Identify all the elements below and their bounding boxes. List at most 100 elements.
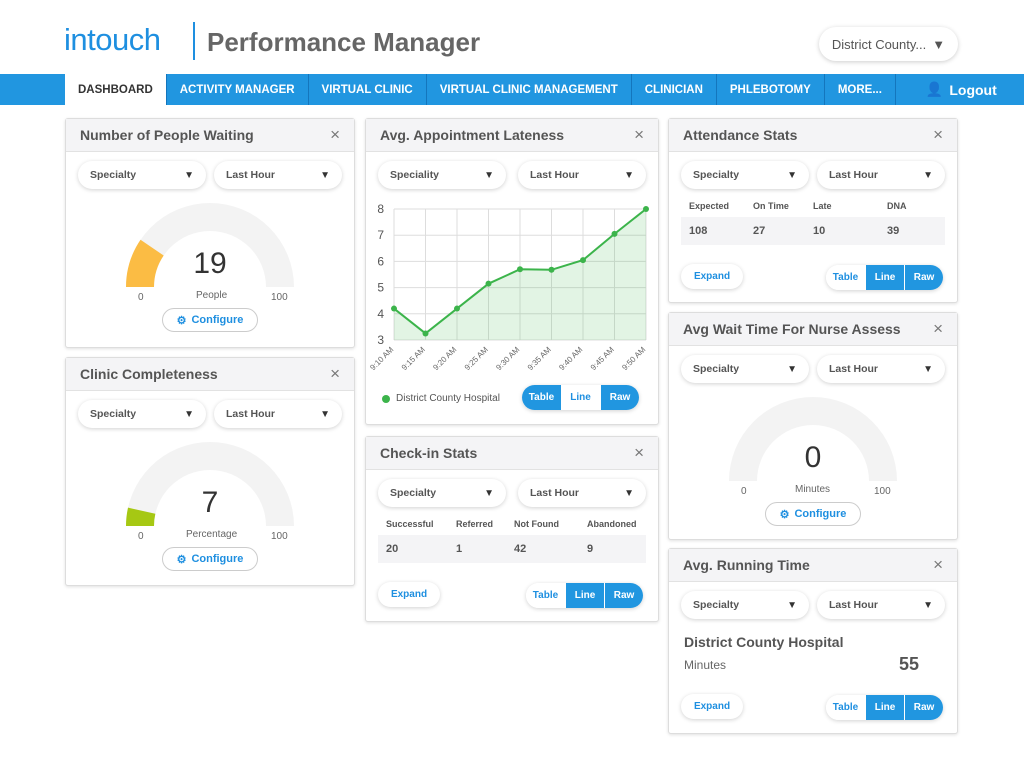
time-range-dropdown[interactable]: Last Hour ▼ (817, 591, 945, 619)
gear-icon: ⚙ (176, 553, 187, 566)
logout-label: Logout (949, 81, 997, 98)
specialty-dropdown[interactable]: Specialty ▼ (681, 591, 809, 619)
specialty-dropdown[interactable]: Specialty ▼ (681, 355, 809, 383)
time-range-dropdown[interactable]: Last Hour ▼ (518, 479, 646, 507)
x-tick-label: 9:50 AM (620, 345, 647, 372)
specialty-dropdown[interactable]: Specialty ▼ (378, 479, 506, 507)
dropdown-value: Specialty (90, 169, 137, 181)
caret-down-icon: ▼ (787, 599, 797, 611)
raw-toggle[interactable]: Raw (600, 385, 639, 410)
y-tick-label: 3 (377, 333, 384, 347)
close-icon[interactable]: × (933, 555, 943, 574)
time-range-dropdown[interactable]: Last Hour ▼ (817, 161, 945, 189)
dropdown-value: Specialty (693, 363, 740, 375)
tab-dashboard[interactable]: DASHBOARD (65, 74, 167, 105)
expand-button[interactable]: Expand (378, 582, 440, 607)
column-header: Abandoned (587, 519, 637, 529)
tab-virtual-clinic[interactable]: VIRTUAL CLINIC (309, 74, 427, 105)
close-icon[interactable]: × (933, 319, 943, 338)
close-icon[interactable]: × (330, 364, 340, 383)
tab-activity-manager[interactable]: ACTIVITY MANAGER (167, 74, 309, 105)
line-toggle[interactable]: Line (865, 695, 904, 720)
specialty-dropdown[interactable]: Speciality ▼ (378, 161, 506, 189)
raw-toggle[interactable]: Raw (604, 583, 643, 608)
gauge-track (729, 397, 897, 481)
caret-down-icon: ▼ (320, 408, 330, 420)
y-tick-label: 8 (377, 202, 384, 216)
gauge-value: 0 (804, 441, 822, 474)
attendance-stats-card: Attendance Stats × Specialty ▼ Last Hour ▼ E… (668, 118, 958, 303)
configure-button[interactable]: ⚙ Configure (162, 308, 258, 332)
configure-label: Configure (191, 314, 244, 326)
time-range-dropdown[interactable]: Last Hour ▼ (214, 400, 342, 428)
x-tick-label: 9:35 AM (526, 345, 553, 372)
specialty-dropdown[interactable]: Specialty ▼ (78, 400, 206, 428)
table-cell: 1 (456, 543, 463, 555)
configure-button[interactable]: ⚙ Configure (765, 502, 861, 526)
view-toggle: Table Line Raw (826, 265, 943, 290)
tab-virtual-clinic-management[interactable]: VIRTUAL CLINIC MANAGEMENT (427, 74, 632, 105)
line-toggle[interactable]: Line (865, 265, 904, 290)
caret-down-icon: ▼ (320, 169, 330, 181)
caret-down-icon: ▼ (923, 599, 933, 611)
dropdown-value: Last Hour (829, 363, 879, 375)
close-icon[interactable]: × (330, 125, 340, 144)
data-point (485, 280, 492, 287)
district-value: District County... (831, 36, 927, 52)
caret-down-icon: ▼ (484, 487, 494, 499)
specialty-dropdown[interactable]: Specialty ▼ (681, 161, 809, 189)
line-toggle[interactable]: Line (565, 583, 604, 608)
table-toggle[interactable]: Table (826, 265, 865, 290)
line-toggle[interactable]: Line (561, 385, 600, 410)
y-tick-label: 6 (377, 254, 384, 268)
gauge-value: 7 (201, 486, 219, 519)
gauge-min: 0 (138, 292, 144, 303)
card-title: Attendance Stats (683, 127, 798, 143)
caret-down-icon: ▼ (624, 169, 634, 181)
caret-down-icon: ▼ (184, 408, 194, 420)
time-range-dropdown[interactable]: Last Hour ▼ (214, 161, 342, 189)
card-title: Check-in Stats (380, 445, 478, 461)
close-icon[interactable]: × (634, 125, 644, 144)
column-header: Expected (689, 201, 730, 211)
caret-down-icon: ▼ (923, 363, 933, 375)
time-range-dropdown[interactable]: Last Hour ▼ (518, 161, 646, 189)
x-tick-label: 9:20 AM (431, 345, 458, 372)
expand-button[interactable]: Expand (681, 694, 743, 719)
column-header: DNA (887, 201, 907, 211)
column-header: On Time (753, 201, 789, 211)
time-range-dropdown[interactable]: Last Hour ▼ (817, 355, 945, 383)
close-icon[interactable]: × (634, 443, 644, 462)
expand-button[interactable]: Expand (681, 264, 743, 289)
specialty-dropdown[interactable]: Specialty ▼ (78, 161, 206, 189)
gauge (126, 203, 294, 287)
caret-down-icon: ▼ (787, 169, 797, 181)
user-settings-icon: 👤 (925, 81, 944, 97)
tab-clinician[interactable]: CLINICIAN (632, 74, 717, 105)
view-toggle: Table Line Raw (526, 583, 643, 608)
lateness-line-chart: 3 4 5 6 7 8 9:10 AM 9:15 AM 9:20 AM 9:25 AM 9:30 A… (368, 202, 649, 372)
gauge-fill (126, 507, 156, 526)
x-tick-label: 9:30 AM (494, 345, 521, 372)
configure-button[interactable]: ⚙ Configure (162, 547, 258, 571)
y-tick-label: 5 (377, 281, 384, 295)
table-cell: 108 (689, 225, 708, 237)
tab-more[interactable]: MORE... (825, 74, 896, 105)
table-toggle[interactable]: Table (526, 583, 565, 608)
tab-phlebotomy[interactable]: PHLEBOTOMY (717, 74, 825, 105)
card-title: Number of People Waiting (80, 127, 254, 143)
table-toggle[interactable]: Table (522, 385, 561, 410)
gauge-min: 0 (741, 486, 747, 497)
card-title: Avg. Appointment Lateness (380, 127, 565, 143)
logout-button[interactable]: 👤 Logout (896, 74, 1010, 105)
raw-toggle[interactable]: Raw (904, 695, 943, 720)
dropdown-value: Last Hour (829, 169, 879, 181)
data-point (548, 266, 555, 273)
district-select[interactable]: District County... ▼ (819, 27, 958, 61)
raw-toggle[interactable]: Raw (904, 265, 943, 290)
close-icon[interactable]: × (933, 125, 943, 144)
dropdown-value: Last Hour (226, 408, 276, 420)
table-toggle[interactable]: Table (826, 695, 865, 720)
configure-label: Configure (191, 553, 244, 565)
chart-legend: District County Hospital (382, 393, 500, 404)
